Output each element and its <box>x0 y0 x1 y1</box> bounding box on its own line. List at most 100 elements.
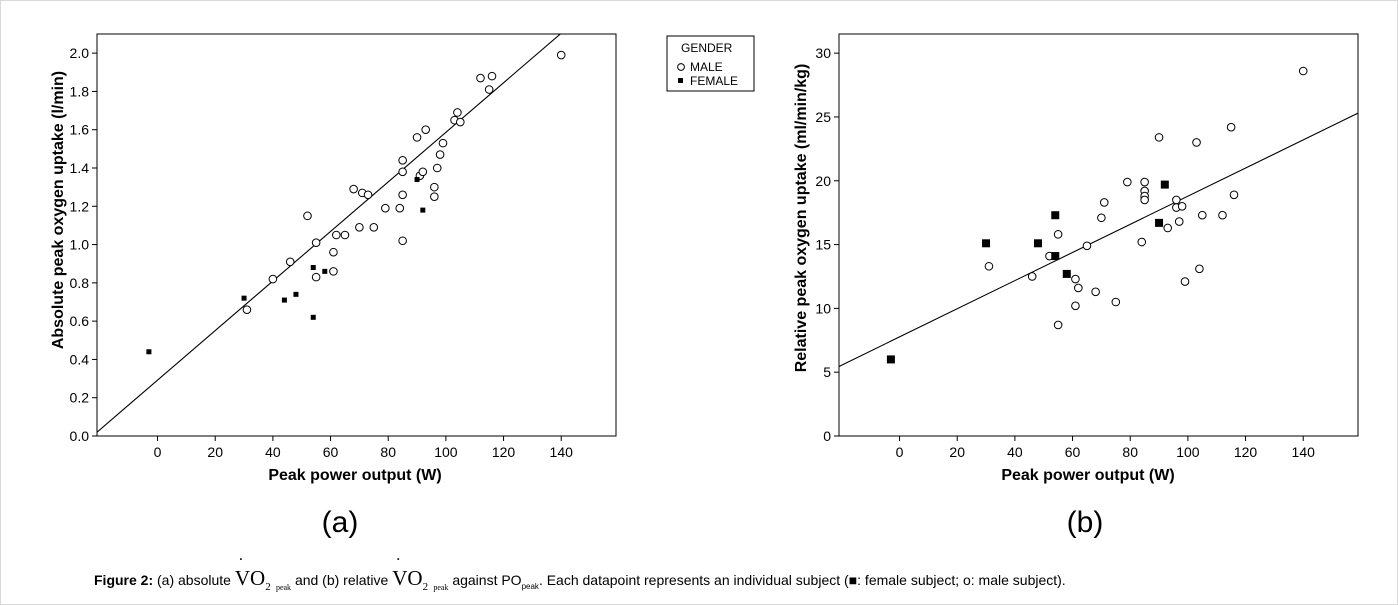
plot-area-b: 0 20 40 60 80 100 120 140 0 5 10 15 20 25 30 <box>815 33 1359 460</box>
y-tick-label-b-6: 30 <box>815 45 831 61</box>
point-a-female-0 <box>146 349 152 355</box>
legend-male-label: MALE <box>690 60 723 74</box>
point-b-male-10 <box>1097 213 1106 223</box>
fit-line-b <box>839 112 1358 367</box>
caption-vo2-b-sub: 2 <box>422 581 429 594</box>
point-b-male-29 <box>1218 210 1227 220</box>
point-a-male-28 <box>435 150 445 159</box>
y-tick-label-a-0: 0.0 <box>70 428 90 444</box>
caption-vo2-a-sub: 2 <box>265 581 271 594</box>
point-a-male-16 <box>395 203 405 213</box>
caption-part4: . Each datapoint represents an individua… <box>538 572 849 588</box>
legend-female-marker <box>678 78 683 83</box>
point-b-female-5 <box>1062 269 1071 278</box>
point-a-male-10 <box>349 184 358 194</box>
panel-b-ylabel: Relative peak oxygen uptake (ml/min/kg) <box>793 64 810 373</box>
y-tick-label-a-2: 0.4 <box>70 351 90 367</box>
point-b-female-6 <box>1155 218 1164 227</box>
point-b-male-19 <box>1154 133 1164 142</box>
fit-line-a <box>97 34 562 433</box>
point-a-male-6 <box>329 247 338 257</box>
point-a-female-7 <box>414 176 420 182</box>
point-b-male-31 <box>1229 190 1239 200</box>
point-b-male-21 <box>1172 195 1181 205</box>
caption-part2: and (b) relative <box>294 572 389 588</box>
x-tick-label-b-60: 60 <box>1065 444 1081 460</box>
caption-part5: : female subject; o: male subject). <box>857 572 1066 588</box>
panel-a-label: (a) <box>322 506 359 539</box>
point-a-male-33 <box>476 73 485 83</box>
point-a-female-1 <box>241 295 247 301</box>
point-a-male-4 <box>311 238 321 247</box>
caption-part3: against PO <box>452 572 522 588</box>
y-tick-label-a-7: 1.4 <box>70 160 90 176</box>
plot-b-frame <box>838 33 1359 437</box>
caption-female-marker: ■ <box>848 572 858 588</box>
x-tick-label-a-80: 80 <box>380 444 396 460</box>
caption-overdot: ˙ <box>237 554 244 574</box>
point-a-female-4 <box>310 265 316 271</box>
point-b-male-23 <box>1174 217 1184 226</box>
x-tick-label-a-100: 100 <box>434 444 458 460</box>
legend-title: GENDER <box>681 41 733 55</box>
panel-b: 0 20 40 60 80 100 120 140 0 5 10 15 20 25 30 Relative … <box>793 33 1359 539</box>
point-a-male-0 <box>242 305 252 314</box>
point-a-male-32 <box>456 117 465 127</box>
x-tick-label-a-20: 20 <box>207 444 223 460</box>
legend-male-marker <box>677 63 685 71</box>
point-a-male-8 <box>332 230 341 240</box>
x-tick-label-b-20: 20 <box>949 444 965 460</box>
point-a-male-25 <box>430 182 439 192</box>
caption-vo2-a: VO ˙ 2 peak <box>234 554 291 594</box>
point-b-female-1 <box>982 239 991 248</box>
y-tick-label-a-9: 1.8 <box>70 83 90 99</box>
point-b-male-3 <box>1053 230 1063 239</box>
point-b-male-5 <box>1071 274 1080 284</box>
x-tick-label-a-60: 60 <box>323 444 339 460</box>
point-a-female-2 <box>281 297 287 303</box>
x-tick-label-b-40: 40 <box>1007 444 1023 460</box>
y-tick-label-a-5: 1.0 <box>70 237 90 253</box>
point-b-female-0 <box>886 355 895 364</box>
point-b-female-2 <box>1033 239 1042 248</box>
point-b-male-15 <box>1140 177 1149 187</box>
point-a-male-18 <box>398 167 407 177</box>
y-tick-label-b-3: 15 <box>815 237 831 253</box>
point-b-female-7 <box>1160 180 1169 189</box>
point-b-male-14 <box>1137 237 1147 247</box>
caption-vo2-b-peak: peak <box>433 583 449 593</box>
caption-overdot: ˙ <box>395 554 402 574</box>
y-tick-label-b-1: 5 <box>823 364 831 380</box>
x-tick-label-a-140: 140 <box>550 444 574 460</box>
point-b-male-24 <box>1177 201 1187 211</box>
point-b-male-13 <box>1123 177 1132 187</box>
point-a-male-20 <box>398 236 407 246</box>
panel-a: 0 20 40 60 80 100 120 140 0.0 0.2 0.4 0.6 0.8 1.0 1.2 1… <box>50 33 617 539</box>
legend-female-label: FEMALE <box>690 74 738 88</box>
point-b-male-26 <box>1192 138 1201 147</box>
x-tick-label-b-80: 80 <box>1122 444 1138 460</box>
panel-b-xlabel: Peak power output (W) <box>1001 467 1174 484</box>
point-a-female-3 <box>293 291 299 297</box>
point-a-male-2 <box>285 257 295 267</box>
panel-a-ylabel: Absolute peak oxygen uptake (l/min) <box>50 71 67 349</box>
point-b-female-4 <box>1051 252 1060 261</box>
point-a-male-3 <box>303 211 312 221</box>
x-tick-label-b-0: 0 <box>896 444 904 460</box>
point-b-male-1 <box>1027 272 1037 281</box>
caption-vo2-a-symbol: VO ˙ <box>234 554 266 590</box>
point-a-male-7 <box>329 267 338 276</box>
x-tick-label-a-40: 40 <box>265 444 281 460</box>
point-a-male-31 <box>453 108 462 117</box>
point-a-male-15 <box>381 203 390 213</box>
y-tick-label-a-4: 0.8 <box>70 275 90 291</box>
y-tick-label-a-1: 0.2 <box>70 390 90 406</box>
point-b-male-6 <box>1071 301 1080 311</box>
point-b-male-32 <box>1298 66 1308 76</box>
x-tick-label-b-140: 140 <box>1292 444 1316 460</box>
point-b-male-12 <box>1111 297 1121 307</box>
point-a-female-5 <box>310 314 316 320</box>
caption-vo2-b: VO ˙ 2 peak <box>392 554 449 594</box>
point-b-male-30 <box>1226 122 1236 132</box>
